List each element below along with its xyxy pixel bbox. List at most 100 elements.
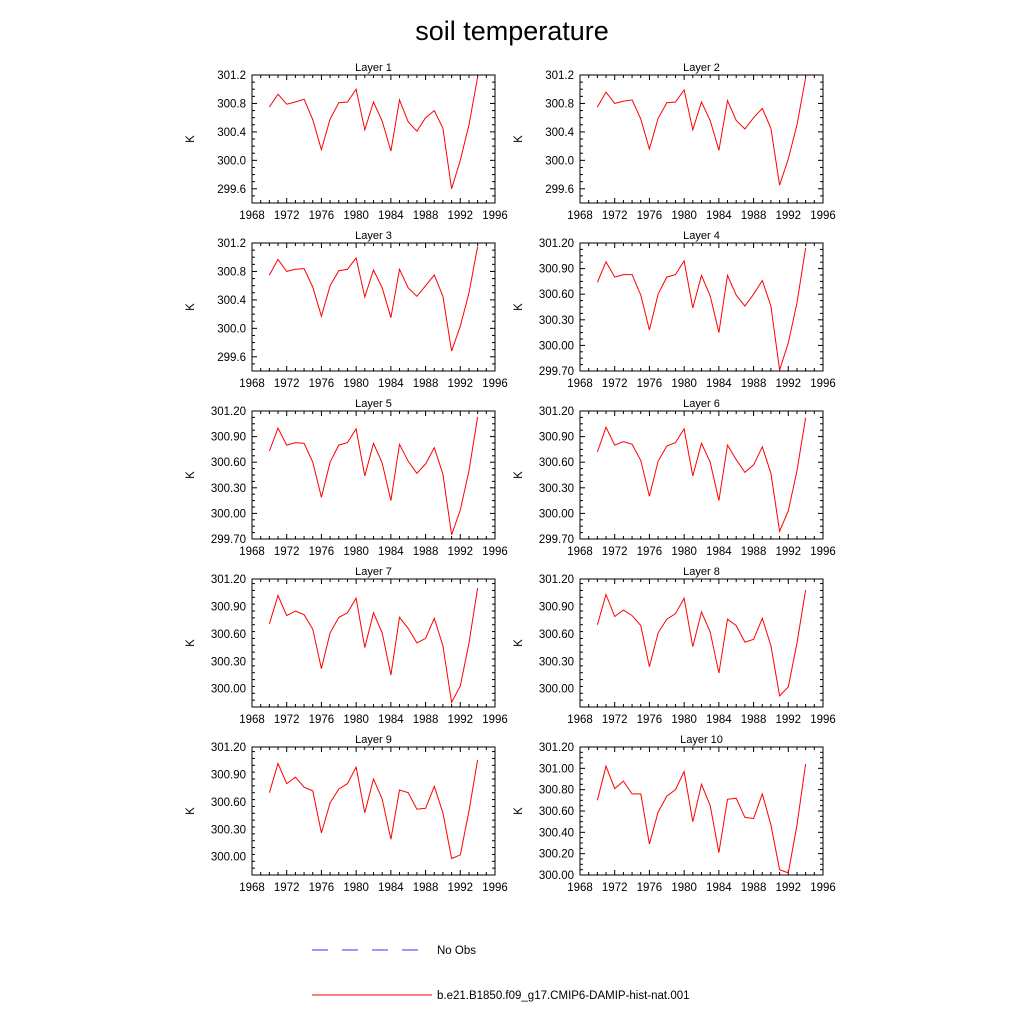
x-tick-label: 1992 — [447, 882, 473, 894]
legend-label-no-obs: No Obs — [437, 945, 476, 957]
y-axis-label: K — [513, 807, 525, 815]
y-tick-label: 301.20 — [539, 742, 574, 754]
x-tick-label: 1984 — [378, 714, 404, 726]
y-axis-label: K — [185, 807, 197, 815]
panel-title: Layer 7 — [355, 566, 392, 578]
x-tick-label: 1984 — [706, 882, 732, 894]
legend-label-model: b.e21.B1850.f09_g17.CMIP6-DAMIP-hist-nat… — [437, 990, 690, 1002]
chart-panels: Layer 1 1968 1972 1976 1980 1984 1988 1992 1996 2… — [185, 62, 836, 894]
y-tick-label: 300.20 — [539, 849, 574, 861]
x-tick-label: 1988 — [741, 714, 767, 726]
y-tick-label: 300.90 — [211, 601, 246, 613]
x-tick-label: 1968 — [567, 378, 593, 390]
x-tick-label: 1984 — [706, 210, 732, 222]
y-tick-label: 300.90 — [211, 769, 246, 781]
x-tick-label: 1980 — [343, 714, 369, 726]
x-tick-label: 1992 — [447, 210, 473, 222]
y-tick-label: 300.30 — [211, 483, 246, 495]
x-tick-label: 1976 — [309, 210, 335, 222]
x-tick-label: 1972 — [274, 714, 300, 726]
panel-title: Layer 4 — [683, 230, 720, 242]
y-tick-label: 300.8 — [217, 98, 246, 110]
y-axis-label: K — [513, 135, 525, 143]
y-tick-label: 301.20 — [539, 574, 574, 586]
y-tick-label: 300.4 — [545, 127, 574, 139]
y-tick-label: 300.00 — [539, 508, 574, 520]
x-tick-label: 1980 — [671, 882, 697, 894]
y-tick-label: 300.30 — [211, 656, 246, 668]
panel-title: Layer 1 — [355, 62, 392, 74]
series-line — [596, 417, 807, 534]
panel-title: Layer 10 — [680, 734, 723, 746]
x-tick-label: 1976 — [637, 378, 663, 390]
x-tick-label: 1988 — [413, 714, 439, 726]
x-tick-label: 1984 — [706, 546, 732, 558]
x-tick-label: 1976 — [637, 210, 663, 222]
y-tick-label: 300.90 — [539, 264, 574, 276]
x-tick-label: 1972 — [602, 546, 628, 558]
panel-title: Layer 6 — [683, 398, 720, 410]
x-tick-label: 1976 — [637, 546, 663, 558]
y-tick-label: 300.40 — [539, 827, 574, 839]
x-tick-label: 1988 — [413, 210, 439, 222]
x-tick-label: 1992 — [447, 714, 473, 726]
y-axis-label: K — [513, 303, 525, 311]
x-tick-label: 1968 — [239, 210, 265, 222]
y-tick-label: 300.00 — [539, 870, 574, 882]
panel-title: Layer 3 — [355, 230, 392, 242]
x-tick-label: 1996 — [482, 210, 508, 222]
plot-frame — [579, 74, 824, 204]
x-tick-label: 1996 — [482, 546, 508, 558]
x-tick-label: 1996 — [810, 714, 836, 726]
x-tick-label: 1984 — [706, 714, 732, 726]
x-tick-label: 1980 — [343, 546, 369, 558]
y-tick-label: 301.20 — [211, 406, 246, 418]
plot-frame — [251, 410, 496, 540]
y-axis-label: K — [185, 303, 197, 311]
y-tick-label: 300.60 — [539, 806, 574, 818]
series-line — [596, 764, 807, 874]
chart-panel-2: Layer 2 1968 1972 1976 1980 1984 1988 1992 1996 2… — [513, 62, 836, 222]
x-tick-label: 1992 — [775, 714, 801, 726]
y-tick-label: 300.60 — [211, 797, 246, 809]
plot-frame — [251, 578, 496, 708]
x-tick-label: 1984 — [378, 882, 404, 894]
x-tick-label: 1992 — [775, 378, 801, 390]
x-tick-label: 1980 — [671, 714, 697, 726]
x-tick-label: 1988 — [413, 882, 439, 894]
series-line — [268, 77, 479, 189]
chart-panel-10: Layer 10 1968 1972 1976 1980 1984 1988 1992 1996… — [513, 734, 836, 894]
series-line — [268, 416, 479, 535]
plot-frame — [579, 578, 824, 708]
x-tick-label: 1980 — [671, 378, 697, 390]
panel-title: Layer 2 — [683, 62, 720, 74]
x-tick-label: 1972 — [274, 210, 300, 222]
y-tick-label: 300.0 — [217, 155, 246, 167]
x-tick-label: 1992 — [775, 546, 801, 558]
y-tick-label: 300.60 — [539, 289, 574, 301]
x-tick-label: 1988 — [413, 546, 439, 558]
y-tick-label: 300.60 — [211, 457, 246, 469]
y-tick-label: 300.00 — [211, 508, 246, 520]
x-tick-label: 1976 — [637, 882, 663, 894]
x-tick-label: 1968 — [567, 882, 593, 894]
x-tick-label: 1976 — [309, 882, 335, 894]
series-line — [268, 759, 479, 860]
y-axis-label: K — [513, 471, 525, 479]
y-tick-label: 300.4 — [217, 295, 246, 307]
x-tick-label: 1976 — [309, 546, 335, 558]
x-tick-label: 1968 — [239, 378, 265, 390]
x-tick-label: 1976 — [309, 378, 335, 390]
y-tick-label: 300.00 — [539, 684, 574, 696]
chart-panel-8: Layer 8 1968 1972 1976 1980 1984 1988 1992 1996 3… — [513, 566, 836, 726]
panel-title: Layer 8 — [683, 566, 720, 578]
x-tick-label: 1980 — [343, 378, 369, 390]
figure-title: soil temperature — [415, 16, 609, 46]
x-tick-label: 1976 — [637, 714, 663, 726]
x-tick-label: 1996 — [810, 378, 836, 390]
x-tick-label: 1984 — [378, 210, 404, 222]
y-tick-label: 301.20 — [211, 742, 246, 754]
x-tick-label: 1968 — [567, 210, 593, 222]
y-tick-label: 300.30 — [539, 315, 574, 327]
